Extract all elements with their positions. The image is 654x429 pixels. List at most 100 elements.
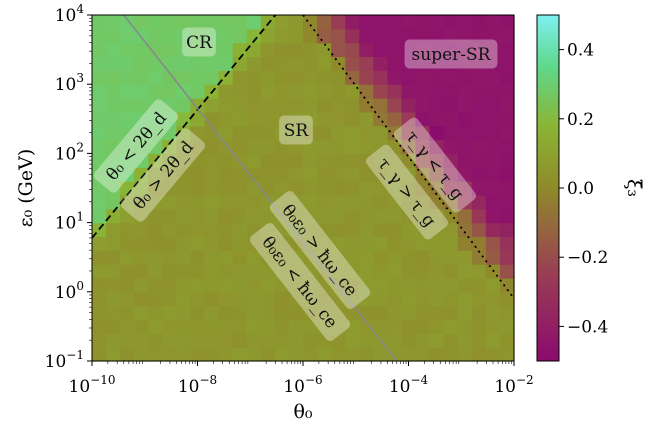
annotation-box [120,128,206,222]
heatmap-cell [204,319,220,334]
heatmap-cell [443,319,459,334]
heatmap-cell [485,194,501,210]
heatmap-cell [218,194,234,210]
heatmap-cell [106,319,121,334]
heatmap-cell [190,98,206,113]
heatmap-cell [204,139,220,154]
heatmap-cell [499,28,515,44]
heatmap-cell [134,153,149,168]
heatmap-cell [345,42,360,58]
heatmap-cell [260,305,276,321]
heatmap-cell [190,222,206,238]
heatmap-cell [429,305,445,321]
heatmap-cell [232,194,248,210]
heatmap-cell [415,15,431,30]
heatmap-cell [274,305,290,321]
heatmap-cell [246,42,262,58]
heatmap-cell [443,222,459,238]
heatmap-cell [134,194,149,210]
heatmap-cell [190,181,206,196]
heatmap-cell [317,208,332,224]
heatmap-cell [260,84,276,99]
heatmap-cell [331,208,346,224]
heatmap-cell [485,250,501,265]
heatmap-cell [429,277,445,293]
heatmap-cell [148,42,163,58]
heatmap-cell [218,111,234,127]
heatmap-cell [499,167,515,182]
heatmap-cell [373,305,388,321]
heatmap-cell [148,208,163,224]
heatmap-cell [232,208,248,224]
heatmap-cell [162,194,177,210]
heatmap-cell [303,277,318,293]
heatmap-cell [288,84,304,99]
heatmap-cell [331,139,346,154]
heatmap-cell [204,333,220,348]
heatmap-cell [204,250,220,265]
heatmap-cell [274,70,290,85]
heatmap-cell [401,181,417,196]
heatmap-cell [218,125,234,141]
heatmap-cell [106,194,121,210]
heatmap-cell [303,194,318,210]
heatmap-cell [359,319,374,334]
heatmap-cell [457,208,473,224]
annotation-box [404,39,498,69]
heatmap-cell [471,277,487,293]
heatmap-cell [443,42,459,58]
heatmap-cell [387,277,403,293]
heatmap-cell [148,111,163,127]
heatmap-cell [443,153,459,168]
heatmap-cell [246,333,262,348]
heatmap-cell [288,236,304,251]
heatmap-cell [401,167,417,182]
colorbar-tick-label: −0.2 [567,248,608,268]
heatmap-cell [288,153,304,168]
annotation-text: CR [186,33,213,53]
heatmap-cell [401,125,417,141]
heatmap-cell [288,125,304,141]
heatmap-cell [274,111,290,127]
heatmap-cell [485,70,501,85]
heatmap-cell [345,208,360,224]
heatmap-cell [345,194,360,210]
heatmap-cell [499,250,515,265]
heatmap-cell [457,56,473,71]
heatmap-cell [401,139,417,154]
heatmap-cell [120,42,135,58]
heatmap-cell [471,84,487,99]
heatmap-cell [204,222,220,238]
heatmap-cell [401,28,417,44]
heatmap-cell [415,111,431,127]
heatmap-cell [176,194,192,210]
heatmap-cell [148,139,163,154]
heatmap-cell [232,250,248,265]
annotation-text: super-SR [412,45,492,65]
heatmap-cell [274,181,290,196]
heatmap-cell [429,15,445,30]
heatmap-cell [499,333,515,348]
heatmap-cell [176,42,192,58]
heatmap-cell [274,15,290,30]
heatmap-cell [190,277,206,293]
heatmap-cell [499,15,515,30]
heatmap-cell [92,84,107,99]
heatmap-cell [401,319,417,334]
heatmap-cell [429,222,445,238]
heatmap-cell [457,70,473,85]
heatmap-cell [260,250,276,265]
heatmap-cell [485,208,501,224]
heatmap-cell [190,139,206,154]
heatmap-cell [190,15,206,30]
heatmap-cell [345,347,360,362]
heatmap-cell [359,98,374,113]
heatmap-cell [415,333,431,348]
heatmap-cell [190,347,206,362]
heatmap-cell [260,153,276,168]
heatmap-cell [499,125,515,141]
colorbar-tick-label: 0.2 [567,110,594,130]
heatmap-cell [303,181,318,196]
heatmap-cell [471,305,487,321]
heatmap-cell [176,167,192,182]
